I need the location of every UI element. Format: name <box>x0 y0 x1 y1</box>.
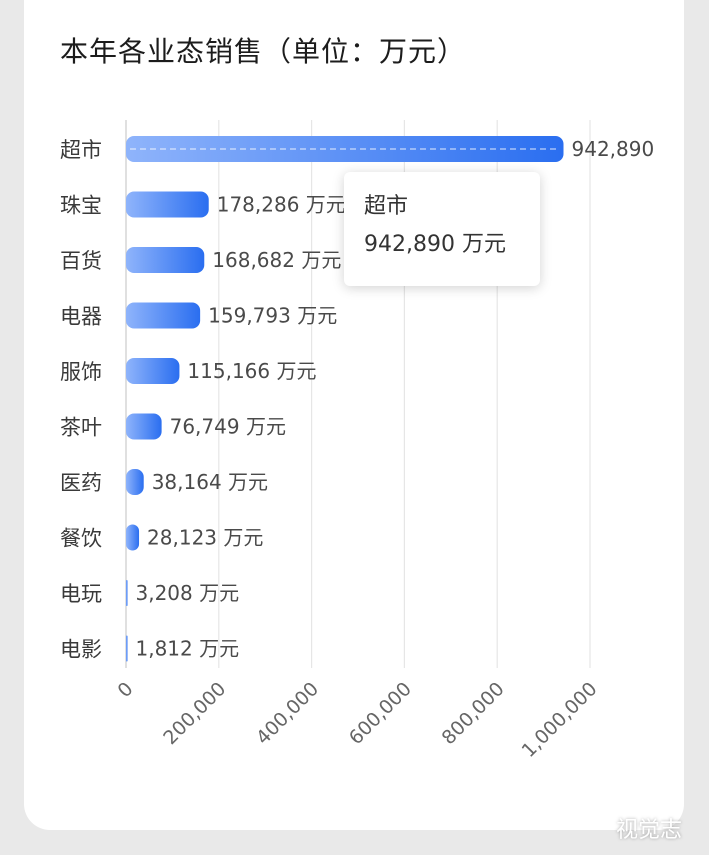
tooltip-value: 942,890 万元 <box>364 232 506 257</box>
bar-2[interactable] <box>126 247 205 273</box>
bar-9[interactable] <box>126 635 128 662</box>
category-label: 电影 <box>60 638 102 662</box>
value-label: 1,812 万元 <box>136 637 240 661</box>
bar-8[interactable] <box>126 580 128 606</box>
category-label: 餐饮 <box>60 527 102 551</box>
value-label: 3,208 万元 <box>136 581 240 605</box>
value-label: 38,164 万元 <box>152 470 268 494</box>
bar-3[interactable] <box>126 302 201 329</box>
watermark: 视觉志 <box>616 818 683 843</box>
x-tick-label: 600,000 <box>345 678 416 749</box>
bar-6[interactable] <box>126 469 144 495</box>
category-label: 电玩 <box>60 582 102 606</box>
tooltip-category: 超市 <box>364 194 409 219</box>
value-label: 115,166 万元 <box>187 359 316 383</box>
value-label: 178,286 万元 <box>217 193 346 217</box>
value-label: 168,682 万元 <box>212 248 341 272</box>
value-label: 28,123 万元 <box>147 526 263 550</box>
x-tick-label: 400,000 <box>252 678 323 749</box>
category-label: 珠宝 <box>60 194 102 218</box>
category-label: 电器 <box>60 305 102 329</box>
category-label: 超市 <box>60 138 102 162</box>
x-tick-label: 200,000 <box>159 678 230 749</box>
bar-4[interactable] <box>126 358 180 384</box>
value-label: 159,793 万元 <box>208 304 337 328</box>
category-label: 服饰 <box>60 360 102 384</box>
bar-5[interactable] <box>126 413 162 440</box>
x-tick-label: 0 <box>113 678 137 702</box>
category-label: 医药 <box>60 471 102 495</box>
value-label: 76,749 万元 <box>170 415 286 439</box>
tooltip: 超市 942,890 万元 <box>344 172 540 286</box>
x-tick-label: 1,000,000 <box>518 678 602 762</box>
category-label: 百货 <box>60 249 102 273</box>
bar-1[interactable] <box>126 191 209 218</box>
category-label: 茶叶 <box>60 416 102 440</box>
value-label: 942,890 <box>572 137 655 161</box>
bar-7[interactable] <box>126 524 140 551</box>
chart-title: 本年各业态销售（单位：万元） <box>60 35 467 68</box>
x-tick-label: 800,000 <box>438 678 509 749</box>
x-axis-ticks: 0 200,000 400,000 600,000 800,000 1,000,000 <box>113 678 601 762</box>
bars <box>126 136 564 662</box>
